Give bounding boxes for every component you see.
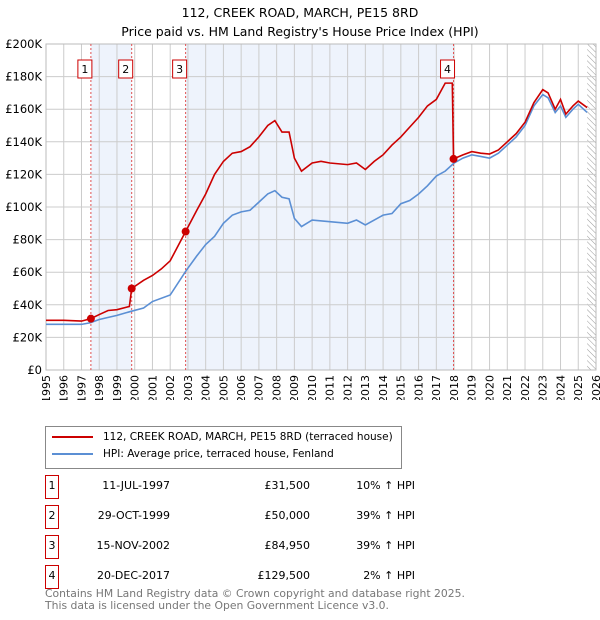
hpi-line	[46, 93, 588, 326]
price-chart: 1995 1996 1997 1998 1999 2000 2001 2002 2003 2004…	[5, 37, 600, 400]
sale-marker-box: 1	[45, 475, 59, 499]
y-tick-label: £20K	[13, 330, 43, 344]
sale-label: 2	[122, 63, 129, 76]
y-tick-label: £80K	[13, 233, 43, 247]
sale-marker-box: 3	[45, 535, 59, 559]
x-tick-label: 1997	[75, 375, 88, 400]
x-tick-label: 2015	[395, 375, 408, 400]
y-tick-label: £180K	[5, 70, 42, 84]
x-tick-label: 2016	[412, 375, 425, 400]
sale-price: £84,950	[264, 539, 311, 552]
sale-date: 11-JUL-1997	[102, 479, 170, 492]
x-tick-label: 2004	[200, 375, 213, 400]
legend: 112, CREEK ROAD, MARCH, PE15 8RD (terrac…	[45, 426, 402, 469]
x-tick-label: 2006	[235, 375, 248, 400]
sale-label: 4	[444, 63, 451, 76]
title: 112, CREEK ROAD, MARCH, PE15 8RD	[181, 5, 419, 20]
sale-label-box	[172, 59, 188, 79]
x-tick-label: 2020	[483, 375, 496, 400]
x-tick-label: 2002	[164, 375, 177, 400]
x-tick-label: 2008	[270, 375, 283, 400]
footer-line-1: Contains HM Land Registry data © Crown c…	[45, 587, 465, 600]
y-tick-label: £140K	[5, 135, 42, 149]
legend-label: HPI: Average price, terraced house, Fenl…	[103, 448, 334, 460]
sale-label: 3	[176, 63, 183, 76]
price-paid-line	[46, 82, 588, 322]
table-row: 3 15-NOV-2002 £84,950 39% ↑ HPI	[45, 535, 465, 559]
x-tick-label: 2000	[129, 375, 142, 400]
x-tick-label: 2025	[572, 375, 585, 400]
table-row: 1 11-JUL-1997 £31,500 10% ↑ HPI	[45, 475, 465, 499]
sale-label: 1	[81, 63, 88, 76]
x-tick-label: 2021	[501, 375, 514, 400]
x-tick-label: 2017	[430, 375, 443, 400]
plot-border	[45, 43, 597, 371]
red-line-swatch	[52, 436, 93, 438]
sale-marker-box: 2	[45, 505, 59, 529]
sale-date: 29-OCT-1999	[97, 509, 170, 522]
y-tick-label: £0	[27, 363, 42, 377]
hpi-change: 39% ↑ HPI	[356, 539, 415, 552]
hpi-change: 2% ↑ HPI	[363, 569, 415, 582]
chart-title: 112, CREEK ROAD, MARCH, PE15 8RD Price p…	[0, 3, 600, 41]
sale-date: 20-DEC-2017	[96, 569, 170, 582]
sale-label-box	[77, 59, 93, 79]
x-tick-label: 1999	[111, 375, 124, 400]
sale-price: £50,000	[264, 509, 311, 522]
blue-line-swatch	[52, 453, 93, 455]
subtitle: Price paid vs. HM Land Registry's House …	[121, 24, 479, 39]
x-tick-label: 2011	[324, 375, 337, 400]
hpi-change: 10% ↑ HPI	[356, 479, 415, 492]
y-tick-label: £120K	[5, 167, 42, 181]
sale-marker-box: 4	[45, 565, 59, 589]
footer: Contains HM Land Registry data © Crown c…	[45, 588, 465, 611]
sale-point	[86, 314, 95, 323]
sale-date: 15-NOV-2002	[96, 539, 170, 552]
x-tick-label: 2023	[537, 375, 550, 400]
x-tick-label: 2026	[590, 375, 600, 400]
y-tick-label: £40K	[13, 298, 43, 312]
legend-item-property: 112, CREEK ROAD, MARCH, PE15 8RD (terrac…	[52, 431, 393, 443]
legend-item-hpi: HPI: Average price, terraced house, Fenl…	[52, 448, 334, 460]
x-tick-label: 2024	[554, 375, 567, 400]
sale-point	[127, 284, 136, 293]
footer-line-2: This data is licensed under the Open Gov…	[45, 598, 389, 612]
x-tick-label: 2003	[182, 375, 195, 400]
y-tick-label: £160K	[5, 102, 42, 116]
x-tick-label: 1996	[58, 375, 71, 400]
x-tick-label: 2013	[359, 375, 372, 400]
sale-label-box	[440, 59, 456, 79]
x-tick-label: 2007	[253, 375, 266, 400]
x-tick-label: 2022	[519, 375, 532, 400]
y-tick-label: £60K	[13, 265, 43, 279]
hpi-change: 39% ↑ HPI	[356, 509, 415, 522]
x-tick-label: 2018	[448, 375, 461, 400]
x-tick-label: 2001	[146, 375, 159, 400]
y-tick-label: £200K	[5, 37, 42, 51]
legend-label: 112, CREEK ROAD, MARCH, PE15 8RD (terrac…	[103, 431, 393, 443]
x-tick-label: 2012	[341, 375, 354, 400]
x-tick-label: 1998	[93, 375, 106, 400]
table-row: 2 29-OCT-1999 £50,000 39% ↑ HPI	[45, 505, 465, 529]
x-tick-label: 2010	[306, 375, 319, 400]
sale-label-box	[118, 59, 134, 79]
x-tick-label: 2005	[217, 375, 230, 400]
sale-price: £31,500	[264, 479, 311, 492]
y-tick-label: £100K	[5, 200, 42, 214]
sale-point	[449, 154, 458, 163]
x-tick-label: 2019	[466, 375, 479, 400]
sale-price: £129,500	[257, 569, 311, 582]
x-tick-label: 1995	[40, 375, 53, 400]
x-tick-label: 2009	[288, 375, 301, 400]
sale-point	[181, 227, 190, 236]
table-row: 4 20-DEC-2017 £129,500 2% ↑ HPI	[45, 565, 465, 589]
x-tick-label: 2014	[377, 375, 390, 400]
